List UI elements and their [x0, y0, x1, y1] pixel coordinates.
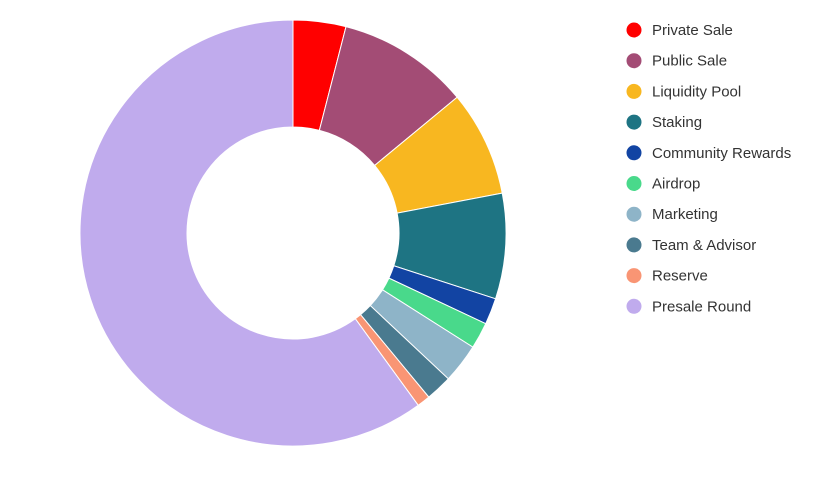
legend-item-reserve[interactable]: Reserve	[626, 268, 708, 285]
legend-item-private-sale[interactable]: Private Sale	[626, 22, 733, 39]
legend-marker	[626, 114, 642, 130]
slice-presale-round[interactable]	[79, 19, 419, 447]
legend-label: Reserve	[652, 268, 708, 285]
legend-item-presale-round[interactable]: Presale Round	[626, 298, 752, 315]
legend-item-liquidity-pool[interactable]: Liquidity Pool	[626, 83, 742, 100]
legend-marker	[626, 268, 642, 284]
legend-item-community-rewards[interactable]: Community Rewards	[626, 145, 792, 162]
chart-legend: Private Sale Public Sale Liquidity Pool Sta…	[626, 22, 792, 315]
legend-marker	[626, 176, 642, 191]
legend-label: Community Rewards	[652, 145, 791, 162]
legend-label: Liquidity Pool	[652, 83, 741, 100]
legend-marker	[626, 206, 642, 222]
legend-item-team-and-advisor[interactable]: Team & Advisor	[626, 237, 757, 254]
legend-label: Staking	[652, 114, 702, 131]
legend-item-marketing[interactable]: Marketing	[626, 206, 718, 223]
legend-item-staking[interactable]: Staking	[626, 114, 703, 131]
legend-marker	[626, 53, 642, 69]
legend-marker	[626, 145, 642, 161]
legend-marker	[626, 298, 642, 314]
legend-label: Marketing	[652, 206, 718, 223]
legend-label: Team & Advisor	[652, 237, 756, 254]
legend-marker	[626, 237, 642, 253]
donut-slices	[79, 19, 507, 447]
legend-item-airdrop[interactable]: Airdrop	[626, 176, 701, 193]
legend-marker	[626, 22, 642, 38]
legend-label: Airdrop	[652, 176, 700, 193]
legend-label: Public Sale	[652, 53, 727, 70]
legend-marker	[626, 83, 642, 99]
legend-label: Private Sale	[652, 22, 733, 39]
legend-label: Presale Round	[652, 298, 751, 315]
legend-item-public-sale[interactable]: Public Sale	[626, 53, 728, 70]
